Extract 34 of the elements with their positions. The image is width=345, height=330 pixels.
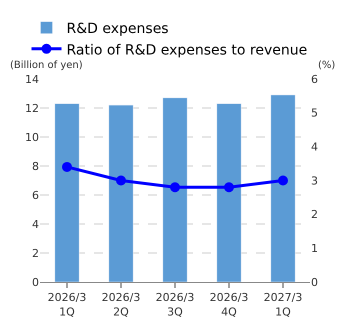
y2-tick-label: 2 [311, 208, 318, 222]
x-tick-label: 2026/3 1Q [48, 291, 86, 318]
bar [216, 103, 242, 282]
point [170, 182, 180, 192]
x-tick-label: 2026/3 4Q [210, 291, 248, 318]
bar [162, 98, 188, 282]
y-tick-label: 14 [25, 72, 39, 86]
y-tick-label: 12 [25, 102, 39, 115]
y-tick-label: 10 [25, 130, 39, 144]
y2-tick-label: 6 [311, 72, 318, 86]
y2-tick-label: 4 [311, 140, 318, 154]
bar [270, 94, 296, 282]
y-tick-label: 2 [32, 246, 39, 260]
x-tick-label: 2027/3 1Q [264, 291, 302, 318]
legend-label: R&D expenses [66, 21, 169, 38]
y2-tick-label: 0 [311, 276, 318, 289]
y2-axis-title: (%) [318, 60, 336, 71]
y-tick-label: 4 [32, 218, 39, 231]
y-tick-label: 8 [32, 160, 39, 173]
y2-tick-label: 1 [311, 242, 318, 256]
y-tick-label: 0 [32, 276, 39, 289]
y2-tick-label: 5 [311, 106, 318, 120]
point [62, 162, 72, 172]
bar [54, 103, 80, 282]
point [116, 176, 126, 186]
x-tick-label: 2026/3 2Q [102, 291, 140, 318]
legend-label: Ratio of R&D expenses to revenue [66, 42, 308, 58]
y2-tick-label: 3 [311, 174, 318, 188]
point [224, 182, 234, 192]
bar [108, 104, 134, 282]
y-axis-title: (Billion of yen) [10, 60, 83, 71]
x-tick-label: 2026/3 3Q [156, 291, 194, 318]
point [278, 176, 288, 186]
y-tick-label: 6 [32, 188, 39, 202]
